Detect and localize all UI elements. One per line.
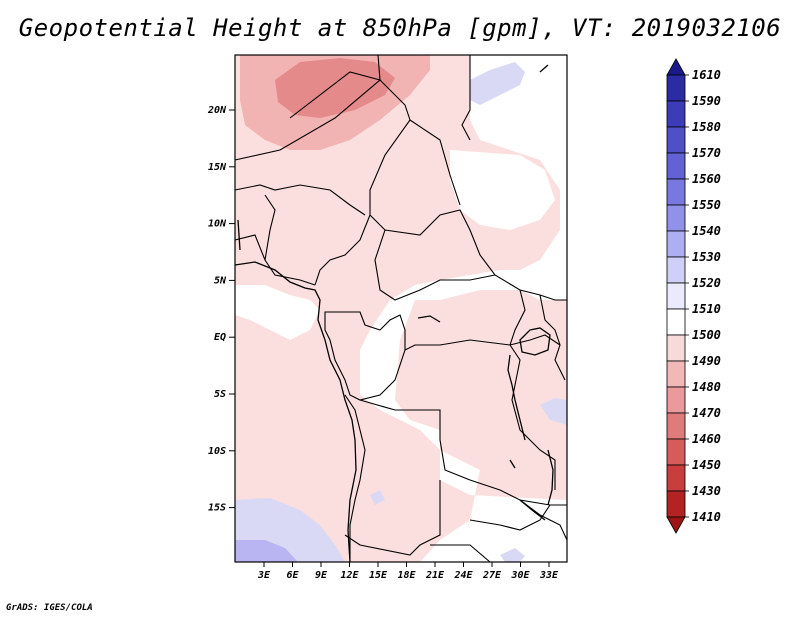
field-white-region-2: [450, 150, 555, 230]
colorbar-label: 1580: [692, 120, 721, 134]
lat-tick-label: 5S: [214, 389, 226, 400]
colorbar-segment: [666, 282, 686, 310]
lon-tick-label: 3E: [257, 570, 271, 581]
colorbar-segment: [666, 152, 686, 180]
map-frame: [234, 54, 568, 563]
colorbar-segment: [666, 490, 686, 518]
colorbar-label: 1610: [692, 68, 721, 82]
longitude-axis: 3E 6E 9E 12E 15E 18E 21E 24E 27E 30E 33E: [257, 562, 559, 581]
colorbar-label: 1480: [692, 380, 721, 394]
lat-tick-label: 5N: [214, 275, 227, 286]
lat-tick-label: 15S: [208, 503, 226, 514]
colorbar-segment: [666, 412, 686, 440]
colorbar-bottom-arrow: [666, 516, 686, 534]
colorbar-label: 1470: [692, 406, 721, 420]
lat-tick-label: EQ: [214, 332, 226, 343]
field-mid-blue-sw: [235, 540, 298, 562]
colorbar-segment: [666, 464, 686, 492]
lon-tick-label: 18E: [397, 570, 416, 581]
colorbar-segment: [666, 74, 686, 102]
colorbar-label: 1560: [692, 172, 721, 186]
colorbar-label: 1410: [692, 510, 721, 524]
lon-tick-label: 12E: [340, 570, 359, 581]
field-white-region-3: [235, 285, 320, 340]
colorbar-segment: [666, 100, 686, 128]
lon-tick-label: 15E: [369, 570, 388, 581]
colorbar-segment: [666, 360, 686, 388]
colorbar-label: 1450: [692, 458, 721, 472]
field-dark-red-region: [275, 58, 395, 118]
colorbar-segment: [666, 386, 686, 414]
chart-title: Geopotential Height at 850hPa [gpm], VT:…: [18, 14, 782, 42]
colorbar-label: 1460: [692, 432, 721, 446]
lat-tick-label: 10S: [208, 446, 226, 457]
grads-credit: GrADS: IGES/COLA: [6, 603, 93, 613]
colorbar-label: 1430: [692, 484, 721, 498]
lat-tick-label: 10N: [208, 219, 227, 230]
colorbar-label: 1590: [692, 94, 721, 108]
coastlines: [234, 64, 554, 563]
lat-tick-label: 15N: [208, 162, 227, 173]
colorbar-label: 1490: [692, 354, 721, 368]
latitude-axis: 20N 15N 10N 5N EQ 5S 10S 15S: [207, 105, 235, 514]
colorbar-label: 1540: [692, 224, 721, 238]
colorbar-label: 1500: [692, 328, 721, 342]
field-light-blue-ne: [470, 62, 525, 105]
lon-tick-label: 30E: [510, 570, 530, 581]
field-light-red-patch: [235, 145, 280, 180]
lon-tick-label: 6E: [286, 570, 299, 581]
map-panel: [234, 54, 568, 563]
colorbar-label: 1550: [692, 198, 721, 212]
colorbar-label: 1510: [692, 302, 721, 316]
colorbar-segment: [666, 126, 686, 154]
colorbar-segment: [666, 204, 686, 232]
lon-tick-label: 9E: [315, 570, 328, 581]
colorbar-label: 1520: [692, 276, 721, 290]
field-light-blue-se: [500, 548, 525, 562]
colorbar-label: 1530: [692, 250, 721, 264]
colorbar-segment: [666, 334, 686, 362]
lat-tick-label: 20N: [207, 105, 227, 116]
colorbar-segment: [666, 256, 686, 284]
colorbar-segment: [666, 178, 686, 206]
lon-tick-label: 33E: [539, 570, 559, 581]
colorbar-segment: [666, 230, 686, 258]
field-light-blue-east: [540, 398, 567, 425]
lon-tick-label: 24E: [453, 570, 473, 581]
field-light-blue-s: [370, 490, 385, 505]
lon-tick-label: 27E: [482, 570, 502, 581]
colorbar-label: 1570: [692, 146, 721, 160]
lon-tick-label: 21E: [425, 570, 445, 581]
colorbar-segment: [666, 308, 686, 336]
colorbar: 1610 1590 1580 1570 1560 1550 1540 1530 1520 1510…: [666, 58, 721, 534]
colorbar-top-arrow: [666, 58, 686, 76]
colorbar-segment: [666, 438, 686, 466]
